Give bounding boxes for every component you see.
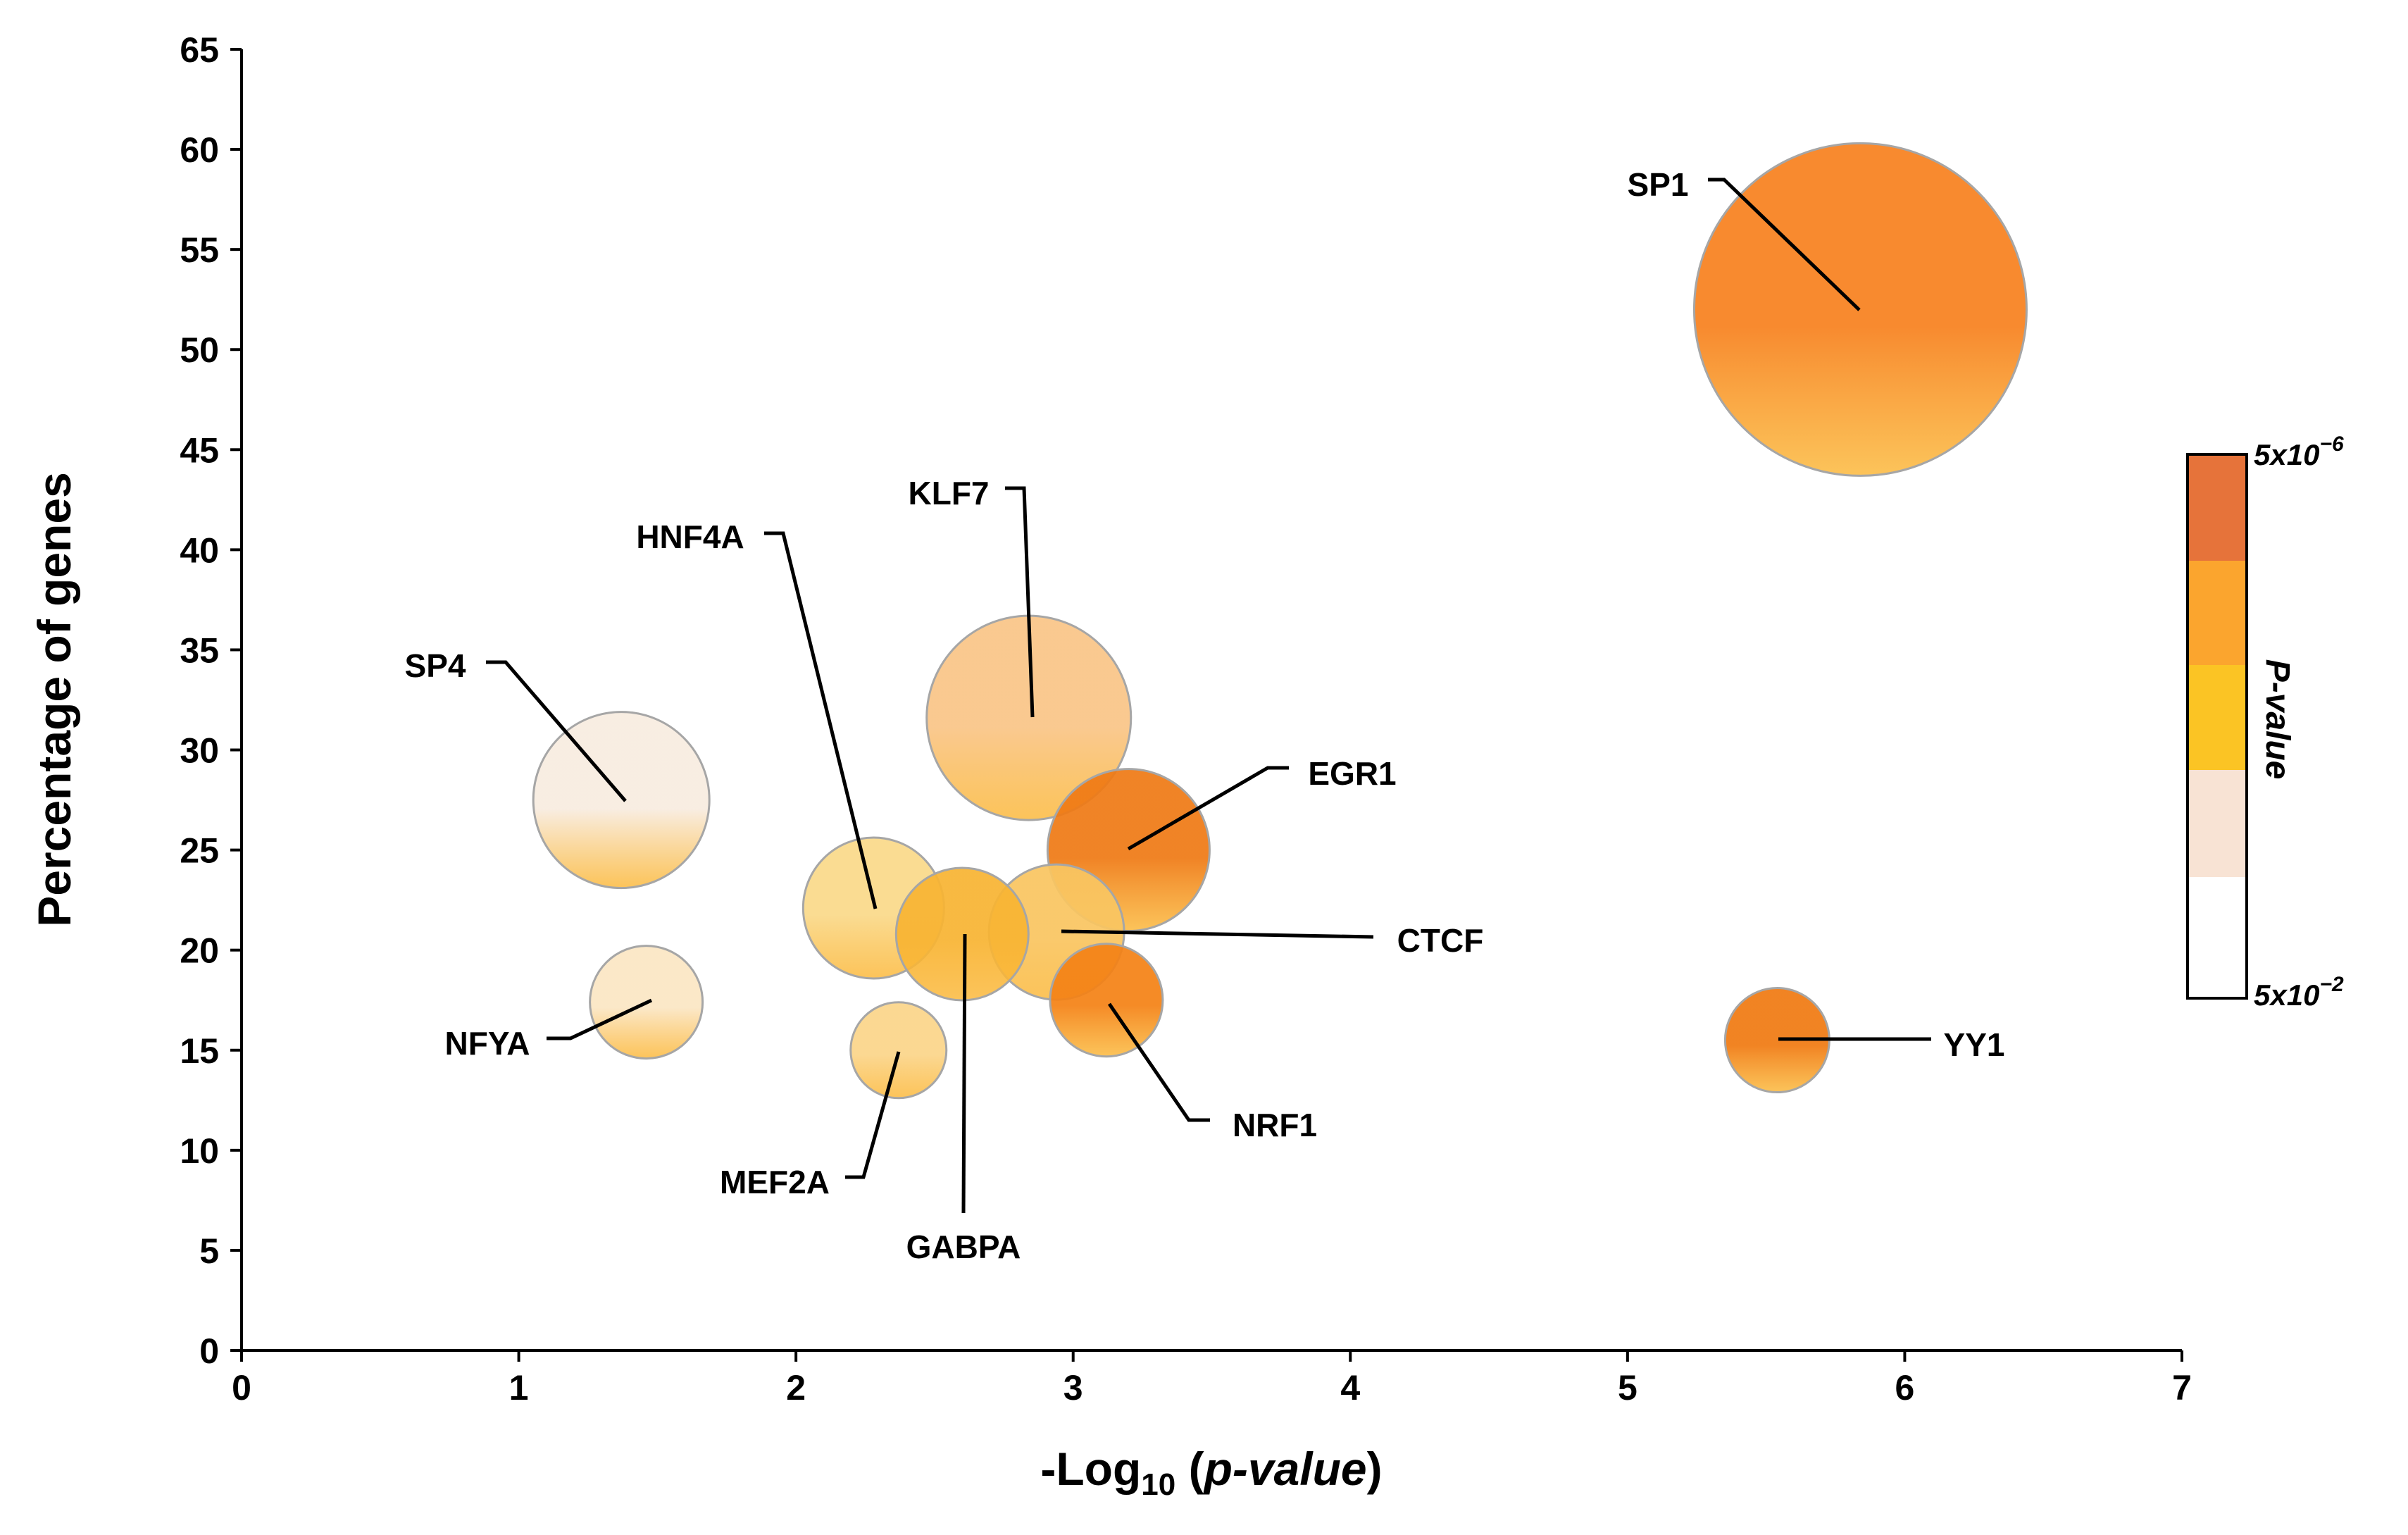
x-axis-title: -Log10 (p-value) [1040,1443,1382,1502]
y-tick-label: 5 [199,1231,219,1271]
y-tick-label: 45 [180,430,219,470]
y-tick-label: 35 [180,630,219,670]
point-label-mef2a: MEF2A [720,1164,830,1200]
leader-lines [486,178,1931,1214]
point-label-nfya: NFYA [445,1025,530,1062]
y-tick-label: 30 [180,731,219,771]
colorbar-band [2188,770,2247,877]
y-tick-label: 40 [180,530,219,570]
point-label-klf7: KLF7 [909,475,990,511]
colorbar-band [2188,877,2247,998]
bubble-layer [532,142,2028,1100]
x-tick-label: 3 [1063,1368,1083,1407]
y-tick-label: 60 [180,130,219,170]
leader-line-sp1 [1708,178,1861,311]
colorbar-bottom-label: 5x10−2 [2254,973,2344,1012]
x-tick-label: 1 [509,1368,529,1407]
leader-line-ctcf [1061,929,1374,939]
leader-line-nrf1 [1107,1002,1210,1122]
leader-line-klf7 [1005,486,1035,718]
colorbar-band [2188,561,2247,665]
y-axis-title: Percentage of genes [28,472,80,927]
colorbar-frame [2186,453,2248,1000]
point-label-hnf4a: HNF4A [636,518,744,555]
y-tick-label: 50 [180,330,219,370]
point-label-sp1: SP1 [1628,166,1689,203]
colorbar-band [2188,454,2247,561]
colorbar-title: P-value [2259,659,2296,780]
leader-line-mef2a [845,1051,901,1179]
bubble-gabpa [894,866,1030,1002]
leader-line-egr1 [1127,766,1289,851]
leader-line-hnf4a [764,531,878,909]
x-tick-label: 0 [232,1368,251,1407]
bubble-sp1 [1692,142,2028,477]
leader-line-nfya [547,998,653,1040]
point-label-gabpa: GABPA [906,1229,1021,1265]
y-tick-label: 0 [199,1331,219,1371]
point-labels: SP1 KLF7 SP4 EGR1 HNF4A NFYA CTCF GABPA NRF1 MEF2… [405,166,2005,1265]
x-tick-label: 6 [1895,1368,1915,1407]
x-tick-label: 5 [1618,1368,1637,1407]
y-tick-label: 55 [180,230,219,270]
y-tick-label: 20 [180,931,219,971]
y-tick-label: 10 [180,1131,219,1171]
point-label-sp4: SP4 [405,647,466,684]
y-tick-label: 65 [180,30,219,70]
point-label-egr1: EGR1 [1308,755,1396,792]
leader-line-gabpa [961,933,967,1214]
point-label-ctcf: CTCF [1397,922,1484,959]
y-tick-label: 25 [180,831,219,871]
point-label-nrf1: NRF1 [1233,1107,1317,1143]
x-tick-label: 2 [786,1368,806,1407]
x-tick-label: 7 [2172,1368,2192,1407]
x-axis-title-subscript: 10 [1141,1467,1175,1502]
bubble-mef2a [849,1001,948,1100]
colorbar-band [2188,665,2247,770]
bubble-sp4 [532,711,711,890]
leader-line-sp4 [486,660,627,802]
x-axis-title-prefix: -Log [1040,1443,1141,1495]
colorbar: 5x10−6 5x10−2 P-value [2186,433,2344,1012]
colorbar-top-label: 5x10−6 [2254,433,2344,471]
x-tick-label: 4 [1340,1368,1360,1407]
bubble-nrf1 [1049,943,1164,1058]
point-label-yy1: YY1 [1944,1026,2005,1063]
y-tick-label: 15 [180,1031,219,1071]
x-axis-title-italic: p-value [1203,1443,1367,1495]
